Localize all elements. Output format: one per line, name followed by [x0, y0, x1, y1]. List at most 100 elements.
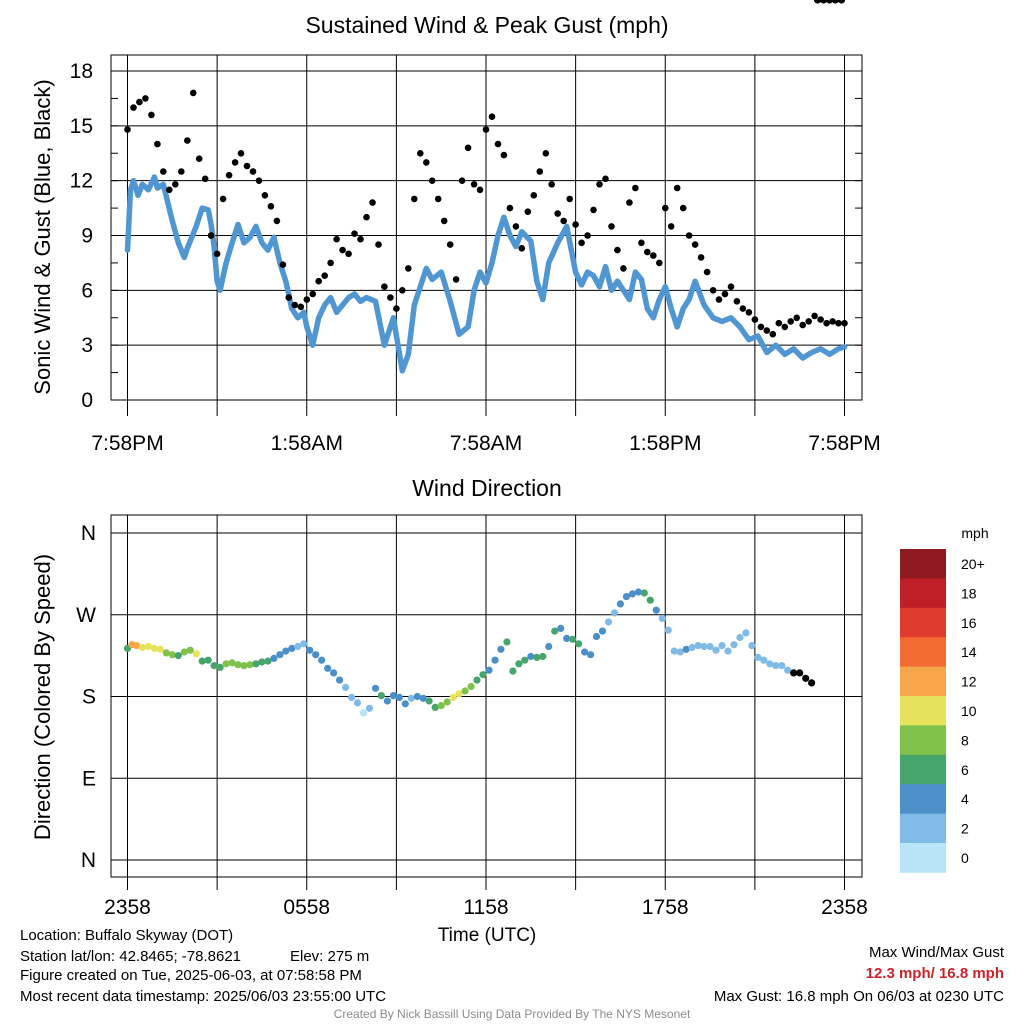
direction-point [814, 0, 822, 4]
gust-point [309, 290, 317, 298]
gust-point [273, 217, 281, 225]
wind-gust-y-tick-labels: 0 3 6 9 12 15 18 [70, 60, 93, 412]
bottom-y-tick-label: W [76, 604, 96, 627]
gust-point [482, 126, 490, 133]
direction-point [772, 662, 780, 670]
gust-point [464, 144, 472, 152]
wind-direction-ticks [127, 877, 845, 890]
gust-point [596, 181, 603, 188]
gust-point [662, 204, 669, 212]
direction-point [401, 700, 409, 708]
direction-point [306, 646, 314, 654]
direction-point [353, 699, 362, 707]
gust-point [297, 303, 305, 311]
direction-point [539, 652, 547, 661]
direction-point [616, 600, 625, 608]
direction-point [515, 660, 523, 668]
gust-point [560, 217, 567, 225]
top-x-tick-label: 7:58PM [808, 432, 880, 455]
direction-point [503, 638, 511, 646]
gust-point [685, 232, 693, 239]
colorbar-label: 20+ [961, 556, 985, 572]
direction-point [348, 693, 356, 702]
gust-point [512, 223, 520, 230]
direction-point [318, 656, 326, 664]
direction-point [228, 659, 236, 667]
direction-point [551, 627, 559, 635]
gust-point [703, 268, 711, 276]
gust-point [518, 245, 526, 252]
wind-direction-x-tick-labels: 2358 0558 1158 1758 2358 [104, 896, 868, 919]
wind-gust-chart: Sustained Wind & Peak Gust (mph) Sonic W… [30, 12, 881, 455]
direction-point [784, 666, 792, 674]
colorbar-label: 4 [961, 791, 969, 807]
direction-point [569, 635, 577, 643]
direction-point [282, 647, 290, 655]
gust-point [315, 277, 323, 285]
wind-gust-chart-title: Sustained Wind & Peak Gust (mph) [305, 12, 668, 38]
colorbar-label: 6 [961, 762, 969, 778]
gust-point [136, 98, 143, 106]
gust-point [667, 223, 675, 230]
colorbar-swatch [900, 754, 946, 785]
gust-point [399, 287, 406, 294]
direction-point [270, 654, 278, 663]
gust-point [207, 232, 215, 239]
top-y-tick-label: 3 [81, 334, 93, 357]
gust-point [829, 318, 836, 325]
gust-point [578, 239, 585, 247]
direction-point [658, 614, 666, 623]
colorbar-swatch [900, 784, 946, 814]
bottom-x-tick-label: 2358 [104, 896, 151, 919]
direction-point [359, 709, 368, 717]
sustained-wind-line [124, 174, 848, 374]
gust-point [524, 208, 532, 215]
colorbar-label: 2 [961, 821, 969, 837]
gust-point [393, 305, 400, 312]
gust-point [757, 323, 765, 331]
direction-point [718, 642, 726, 650]
colorbar-label: 18 [961, 585, 977, 601]
gust-point [423, 159, 430, 166]
gust-point [279, 261, 287, 269]
gust-point [841, 319, 848, 327]
direction-point [336, 676, 344, 684]
direction-point [831, 0, 840, 4]
gust-point [823, 319, 830, 327]
top-y-tick-label: 9 [81, 225, 93, 248]
wind-direction-chart-ylabel: Direction (Colored By Speed) [30, 554, 55, 840]
wind-gust-chart-ylabel: Sonic Wind & Gust (Blue, Black) [30, 79, 55, 394]
colorbar-label: 12 [961, 674, 977, 690]
top-y-tick-label: 12 [70, 170, 93, 193]
direction-point [652, 606, 660, 614]
direction-point [527, 652, 535, 661]
direction-point [724, 647, 732, 655]
direction-point [174, 652, 182, 660]
gust-point [130, 104, 137, 111]
colorbar-label: 14 [961, 644, 977, 660]
gust-point [799, 321, 806, 329]
gust-point [255, 177, 263, 184]
gust-point [632, 184, 639, 192]
direction-point [156, 645, 164, 653]
direction-point [592, 632, 601, 641]
top-x-tick-label: 1:58AM [271, 432, 343, 455]
bottom-y-tick-label: N [81, 849, 96, 872]
colorbar-swatch [900, 666, 946, 697]
direction-point [258, 658, 266, 666]
gust-point [811, 312, 818, 320]
direction-point [748, 642, 756, 650]
gust-point [261, 192, 269, 199]
gust-point [566, 195, 573, 203]
gust-point [554, 210, 561, 217]
direction-point [790, 669, 798, 677]
gust-point [154, 140, 161, 148]
gust-point [195, 155, 203, 162]
gust-point [172, 181, 179, 188]
bottom-x-tick-label: 0558 [283, 896, 330, 919]
gust-point [805, 318, 812, 325]
direction-point [760, 656, 768, 664]
credit-line: Created By Nick Bassill Using Data Provi… [333, 1007, 691, 1021]
direction-point [664, 626, 672, 634]
gust-point [428, 177, 436, 184]
